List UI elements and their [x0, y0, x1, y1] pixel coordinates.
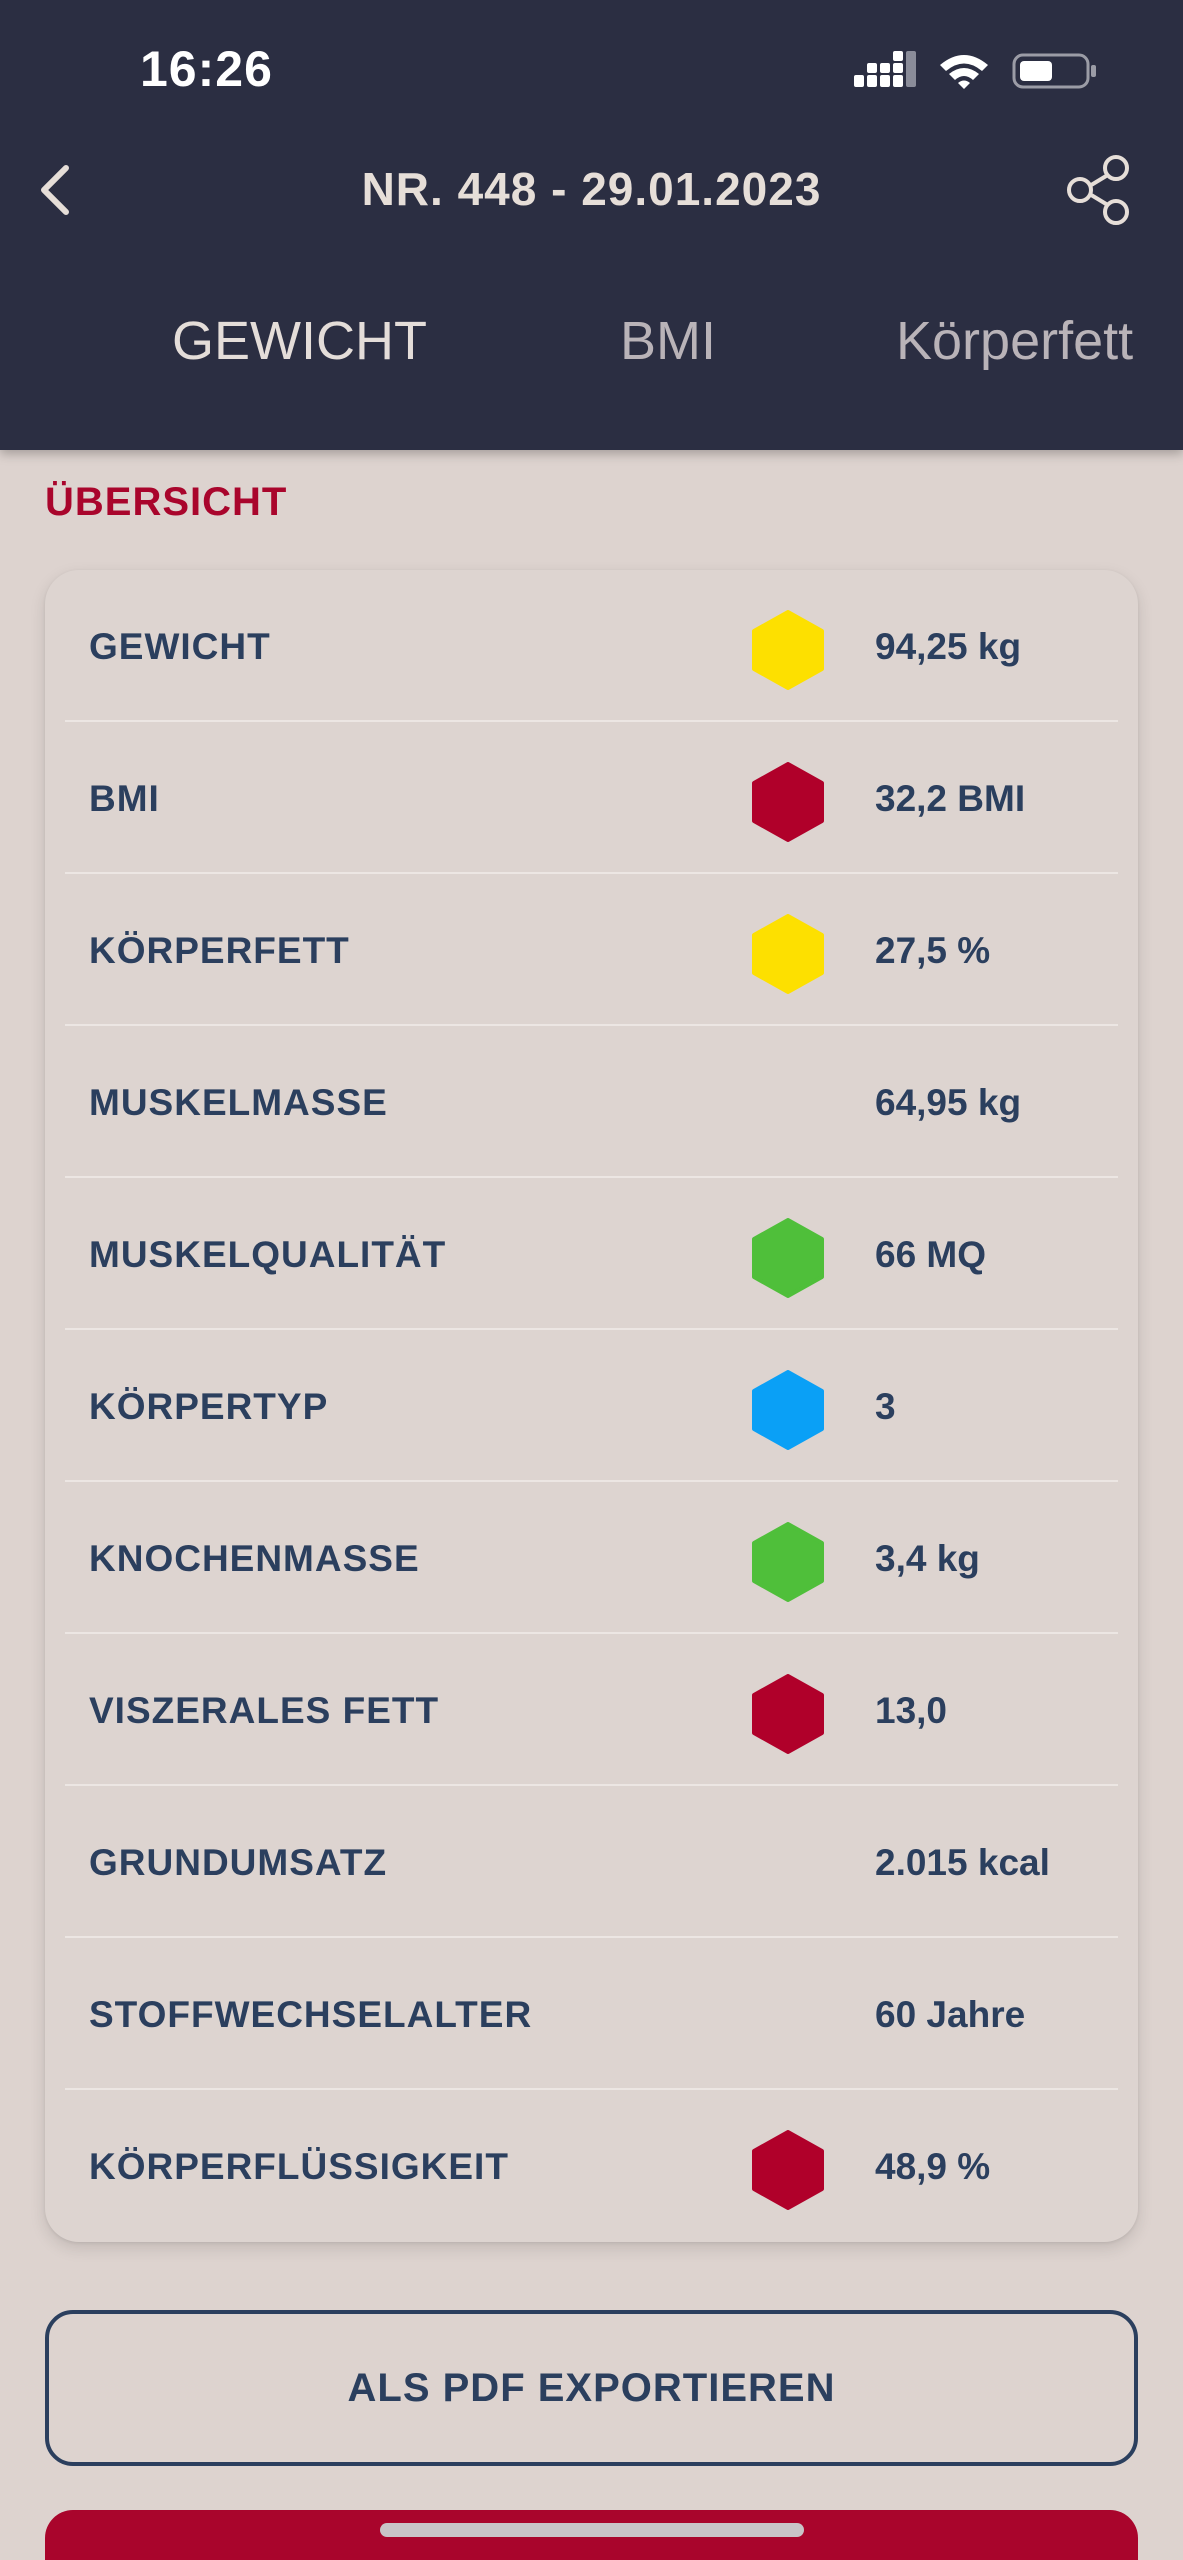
table-row[interactable]: MUSKELQUALITÄT 66 MQ	[65, 1178, 1118, 1330]
tab-bmi[interactable]: BMI	[620, 311, 717, 371]
row-label: GRUNDUMSATZ	[89, 1842, 388, 1883]
row-value: 3	[875, 1386, 896, 1427]
table-row[interactable]: GEWICHT 94,25 kg	[65, 570, 1118, 722]
hexagon-status-icon	[752, 762, 824, 842]
row-value: 27,5 %	[875, 930, 991, 971]
row-label: VISZERALES FETT	[89, 1690, 440, 1731]
row-label: MUSKELMASSE	[89, 1082, 388, 1123]
table-row[interactable]: GRUNDUMSATZ 2.015 kcal	[65, 1786, 1118, 1938]
hexagon-status-icon	[752, 2130, 824, 2210]
hexagon-status-icon	[752, 1370, 824, 1450]
back-button[interactable]	[30, 160, 90, 220]
hexagon-status-icon	[752, 1522, 824, 1602]
row-label: STOFFWECHSELALTER	[89, 1994, 533, 2035]
row-value: 66 MQ	[875, 1234, 987, 1275]
overview-card: GEWICHT 94,25 kg BMI 32,2 BMI KÖRPERFETT 27,5…	[45, 570, 1138, 2242]
row-value: 2.015 kcal	[875, 1842, 1050, 1883]
row-label: GEWICHT	[89, 626, 271, 667]
hexagon-status-icon	[752, 914, 824, 994]
row-label: KNOCHENMASSE	[89, 1538, 420, 1579]
export-pdf-button[interactable]: ALS PDF EXPORTIEREN	[45, 2310, 1138, 2466]
row-label: KÖRPERTYP	[89, 1386, 329, 1427]
battery-icon	[1012, 53, 1096, 89]
table-row[interactable]: VISZERALES FETT 13,0	[65, 1634, 1118, 1786]
section-title: ÜBERSICHT	[45, 480, 288, 524]
table-row[interactable]: MUSKELMASSE 64,95 kg	[65, 1026, 1118, 1178]
row-value: 32,2 BMI	[875, 778, 1026, 819]
row-value: 64,95 kg	[875, 1082, 1022, 1123]
tab-koerperfett[interactable]: Körperfett	[896, 311, 1134, 371]
row-value: 94,25 kg	[875, 626, 1022, 667]
page-title: NR. 448 - 29.01.2023	[361, 163, 822, 215]
table-row[interactable]: KNOCHENMASSE 3,4 kg	[65, 1482, 1118, 1634]
tab-bar: GEWICHT BMI Körperfett	[0, 310, 1183, 390]
cellular-signal-icon	[854, 51, 916, 87]
hexagon-status-icon	[752, 1218, 824, 1298]
hexagon-status-icon	[752, 1674, 824, 1754]
wifi-icon	[940, 55, 988, 89]
table-row[interactable]: KÖRPERTYP 3	[65, 1330, 1118, 1482]
status-time: 16:26	[140, 41, 273, 97]
share-icon	[1067, 155, 1129, 225]
tab-gewicht[interactable]: GEWICHT	[172, 311, 427, 371]
row-label: KÖRPERFLÜSSIGKEIT	[89, 2146, 509, 2187]
row-value: 13,0	[875, 1690, 948, 1731]
share-button[interactable]	[1058, 150, 1138, 230]
status-icons	[854, 46, 1098, 96]
row-value: 60 Jahre	[875, 1994, 1026, 2035]
row-label: BMI	[89, 778, 160, 819]
home-indicator	[380, 2523, 804, 2537]
title-bar: NR. 448 - 29.01.2023	[0, 140, 1183, 240]
table-row[interactable]: BMI 32,2 BMI	[65, 722, 1118, 874]
hexagon-status-icon	[752, 610, 824, 690]
app-header: 16:26 NR. 448 - 29	[0, 0, 1183, 450]
row-value: 3,4 kg	[875, 1538, 980, 1579]
table-row[interactable]: STOFFWECHSELALTER 60 Jahre	[65, 1938, 1118, 2090]
chevron-left-icon	[41, 165, 69, 215]
row-value: 48,9 %	[875, 2146, 991, 2187]
row-label: KÖRPERFETT	[89, 930, 350, 971]
row-label: MUSKELQUALITÄT	[89, 1234, 447, 1275]
table-row[interactable]: KÖRPERFETT 27,5 %	[65, 874, 1118, 1026]
table-row[interactable]: KÖRPERFLÜSSIGKEIT 48,9 %	[65, 2090, 1118, 2242]
